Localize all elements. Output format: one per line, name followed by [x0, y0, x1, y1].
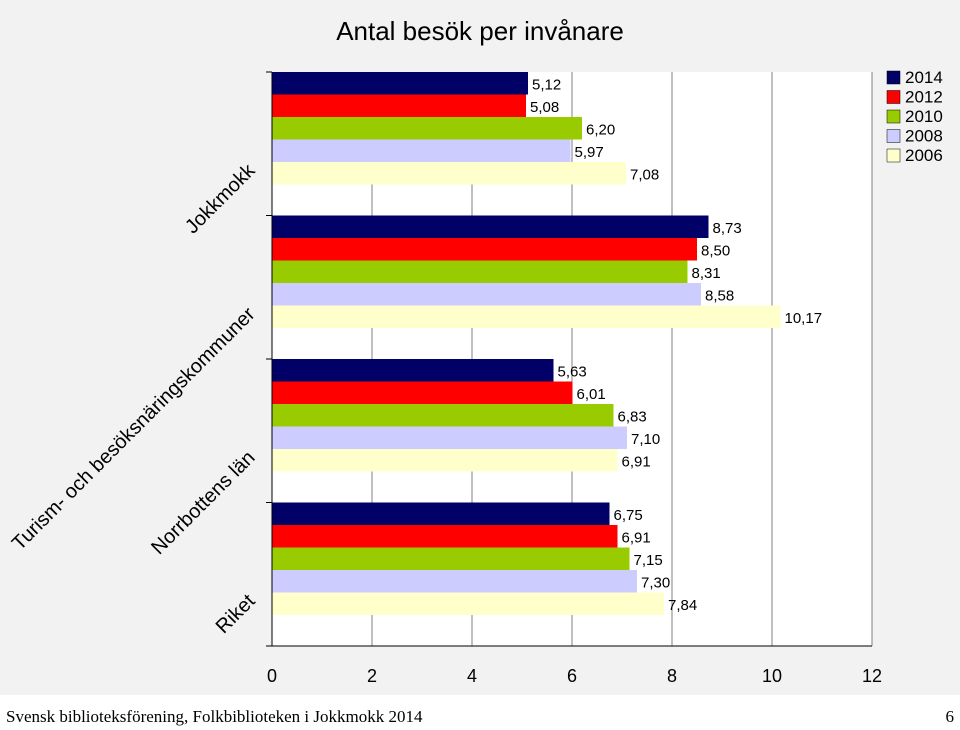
bar: [272, 592, 664, 615]
category-label: Jokkmokk: [181, 159, 260, 238]
data-label: 6,75: [614, 507, 643, 524]
legend-label: 2014: [905, 68, 943, 87]
bar: [272, 260, 688, 283]
data-label: 8,31: [692, 265, 721, 282]
legend-swatch: [886, 70, 901, 85]
data-label: 8,58: [705, 287, 734, 304]
x-tick-label: 4: [467, 666, 477, 686]
bar: [272, 94, 526, 117]
bar: [272, 117, 582, 140]
bar: [272, 449, 618, 472]
data-label: 5,63: [558, 363, 587, 380]
bar: [272, 525, 618, 548]
data-label: 6,91: [622, 453, 651, 470]
legend-label: 2010: [905, 107, 943, 126]
data-label: 5,97: [575, 144, 604, 161]
data-label: 6,91: [622, 529, 651, 546]
chart-area: Antal besök per invånare 5,12 5,08 6,20 5,9…: [0, 0, 960, 695]
data-label: 7,08: [630, 166, 659, 183]
data-label: 5,12: [532, 76, 561, 93]
data-label: 6,83: [618, 408, 647, 425]
legend-swatch: [886, 109, 901, 124]
bar: [272, 162, 626, 185]
x-tick-label: 0: [267, 666, 277, 686]
data-label: 10,17: [785, 310, 823, 327]
page-number: 6: [945, 707, 955, 726]
data-label: 5,08: [530, 99, 559, 116]
slide-footer: Svensk biblioteksförening, Folkbibliotek…: [0, 695, 960, 730]
data-label: 8,73: [713, 220, 742, 237]
data-label: 8,50: [701, 242, 730, 259]
x-tick-label: 8: [667, 666, 677, 686]
bar: [272, 139, 571, 162]
x-tick-label: 12: [862, 666, 882, 686]
data-label: 6,20: [586, 121, 615, 138]
bar: [272, 283, 701, 306]
category-labels: Jokkmokk Turism- och besöksnäringskommune…: [8, 159, 260, 638]
category-label: Turism- och besöksnäringskommuner: [8, 303, 260, 555]
data-label: 7,15: [634, 552, 663, 569]
legend-label: 2008: [905, 127, 943, 146]
x-tick-label: 2: [367, 666, 377, 686]
bars: 5,12 5,08 6,20 5,97 7,08 8,73 8,50 8,31 8,58 10,1…: [272, 72, 822, 615]
bar: [272, 305, 781, 328]
data-label: 7,30: [641, 574, 670, 591]
axes: [266, 71, 872, 647]
legend-swatch: [886, 148, 901, 163]
bar: [272, 359, 554, 382]
bar-chart: Antal besök per invånare 5,12 5,08 6,20 5,9…: [8, 16, 943, 686]
x-tick-labels: 0 2 4 6 8 10 12: [267, 666, 882, 686]
bar: [272, 238, 697, 261]
bar: [272, 426, 627, 449]
bar: [272, 381, 573, 404]
category-label: Norrbottens län: [147, 447, 259, 559]
bar: [272, 547, 630, 570]
bar: [272, 72, 528, 95]
bar: [272, 215, 709, 238]
footer-source: Svensk biblioteksförening, Folkbibliotek…: [6, 707, 423, 726]
x-tick-label: 10: [762, 666, 782, 686]
chart-title: Antal besök per invånare: [336, 16, 624, 46]
legend-label: 2012: [905, 88, 943, 107]
legend-swatch: [886, 129, 901, 143]
bar: [272, 570, 637, 593]
data-label: 7,10: [631, 431, 660, 448]
bar: [272, 404, 614, 427]
legend-swatch: [886, 90, 901, 104]
category-label: Riket: [212, 590, 260, 638]
data-label: 6,01: [577, 386, 606, 403]
legend-label: 2006: [905, 146, 943, 165]
bar: [272, 502, 610, 525]
x-tick-label: 6: [567, 666, 577, 686]
data-label: 7,84: [668, 597, 697, 614]
